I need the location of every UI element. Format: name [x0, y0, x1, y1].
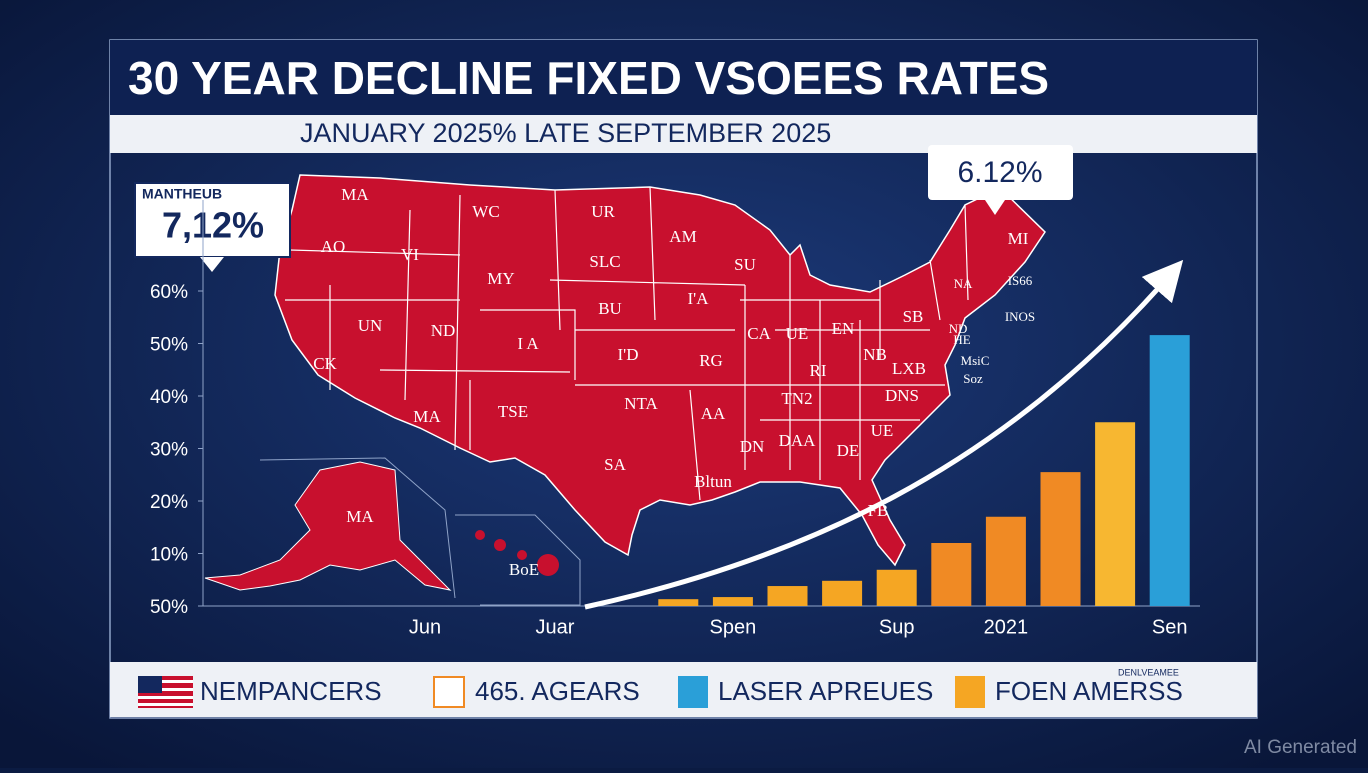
map-label: BoE [509, 560, 539, 579]
map-label: SU [734, 255, 756, 274]
map-label: UN [358, 316, 383, 335]
legend-label: FOEN AMERSS [995, 676, 1183, 706]
map-label: Bltun [694, 472, 732, 491]
legend-label: NEMPANCERS [200, 676, 382, 706]
map-label: EN [832, 319, 855, 338]
map-label: Soz [963, 371, 983, 386]
map-label: NB [863, 345, 887, 364]
bar [658, 599, 699, 606]
map-label: MA [346, 507, 374, 526]
legend-label: 465. AGEARS [475, 676, 640, 706]
map-label: WC [472, 202, 499, 221]
map-label: I'A [687, 289, 709, 308]
map-label: MI [1008, 229, 1029, 248]
map-label: MA [341, 185, 369, 204]
map-label: DN [740, 437, 765, 456]
watermark: AI Generated [1244, 737, 1357, 758]
map-label: MsiC [961, 353, 990, 368]
map-label: ND [949, 321, 968, 336]
map-label: UE [786, 324, 809, 343]
map-label: CK [313, 354, 337, 373]
map-label: UE [871, 421, 894, 440]
map-label: NTA [624, 394, 658, 413]
map-label: VI [401, 245, 419, 264]
map-label: INOS [1005, 309, 1035, 324]
map-label: MY [487, 269, 514, 288]
y-tick-label: 30% [150, 440, 188, 461]
x-tick-label: Sup [879, 616, 915, 638]
bar [767, 586, 808, 606]
callout-pointer [985, 200, 1005, 215]
y-tick-label: 60% [150, 282, 188, 303]
trend-arrow [584, 259, 1184, 610]
us-map: MA WC UR AM AO VI SLC SU MY BU I'A UN ND I A CK I'D CA UE… [204, 174, 1046, 606]
map-label: SB [903, 307, 924, 326]
bar [1095, 422, 1136, 606]
y-tick-label: 50% [150, 597, 188, 618]
bar [985, 516, 1026, 606]
bar [931, 543, 972, 606]
map-label: BU [598, 299, 622, 318]
chart-title: 30 YEAR DECLINE FIXED VSOEES RATES [128, 52, 1049, 104]
x-tick-label: Jun [409, 616, 441, 638]
map-label: AA [701, 404, 726, 423]
map-label: ND [431, 321, 456, 340]
legend-label: LASER APREUES [718, 676, 933, 706]
y-tick-label: 20% [150, 492, 188, 513]
callout-text: 7,12% [162, 205, 264, 246]
map-label: LXB [892, 359, 926, 378]
bar [876, 569, 917, 606]
callout-small: MANTHEUB [142, 186, 222, 202]
map-label: TN2 [781, 389, 812, 408]
x-tick-label: Sen [1152, 616, 1188, 638]
y-tick-label: 40% [150, 387, 188, 408]
map-label: RI [810, 361, 827, 380]
bar [1040, 472, 1081, 606]
map-label: HE [953, 332, 970, 347]
title-band [110, 40, 1257, 115]
map-label: AM [669, 227, 696, 246]
callout-box [928, 145, 1073, 200]
map-label: SLC [589, 252, 620, 271]
bar [822, 580, 863, 606]
bar [712, 597, 753, 606]
flag-icon [138, 676, 193, 708]
map-label: SA [604, 455, 626, 474]
bar [1149, 335, 1190, 606]
map-label: UR [591, 202, 615, 221]
map-label: TSE [498, 402, 528, 421]
y-tick-label: 50% [150, 335, 188, 356]
map-label: I A [517, 334, 539, 353]
map-label: DE [837, 441, 860, 460]
map-label: DNS [885, 386, 919, 405]
legend-note: DENLVEAMEE [1118, 667, 1179, 677]
x-tick-label: Spen [710, 616, 757, 638]
legend-icon [678, 676, 708, 708]
chart-subtitle: JANUARY 2025% LATE SEPTEMBER 2025 [300, 118, 831, 148]
legend-icon [433, 676, 465, 708]
legend-icon [955, 676, 985, 708]
callout-pointer [200, 257, 224, 272]
x-tick-label: 2021 [984, 616, 1029, 638]
map-label: AO [321, 237, 346, 256]
map-label: MA [413, 407, 441, 426]
y-tick-label: 10% [150, 545, 188, 566]
map-label: CA [747, 324, 771, 343]
map-label: IS66 [1008, 273, 1033, 288]
map-label: NA [954, 276, 973, 291]
x-tick-label: Juar [536, 616, 575, 638]
callout-text: 6.12% [957, 156, 1042, 189]
map-label: DAA [779, 431, 817, 450]
map-label: I'D [617, 345, 638, 364]
map-label: RG [699, 351, 723, 370]
